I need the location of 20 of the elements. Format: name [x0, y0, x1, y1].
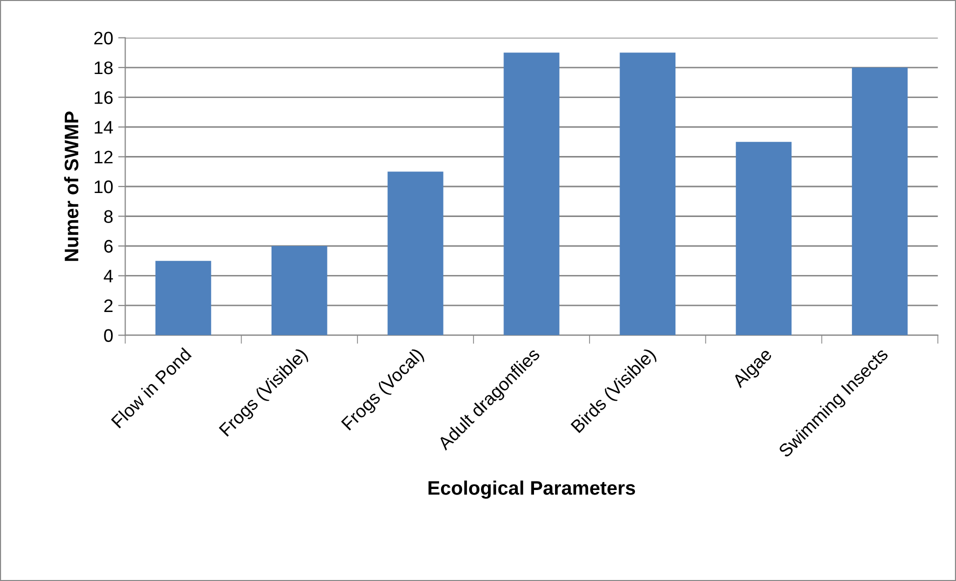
y-tick-label: 0: [104, 329, 113, 342]
y-tick-label: 4: [104, 270, 113, 282]
y-tick-label: 20: [94, 32, 113, 44]
bar: [620, 52, 676, 336]
bar: [852, 68, 908, 336]
x-axis-title: Ecological Parameters: [428, 480, 636, 499]
y-tick-label: 18: [94, 61, 113, 74]
bar: [388, 172, 444, 336]
bar: [736, 142, 792, 336]
bar: [155, 260, 212, 336]
y-axis-title: Numer of SWMP: [64, 112, 78, 261]
y-tick-label: 2: [104, 299, 113, 312]
y-tick-label: 10: [94, 180, 113, 194]
y-tick-label: 16: [94, 91, 113, 104]
bar: [504, 52, 560, 336]
y-tick-label: 6: [104, 240, 113, 253]
bar: [272, 246, 328, 336]
y-tick-label: 8: [104, 210, 113, 223]
y-tick-label: 12: [94, 150, 113, 164]
y-tick-label: 14: [94, 121, 113, 134]
